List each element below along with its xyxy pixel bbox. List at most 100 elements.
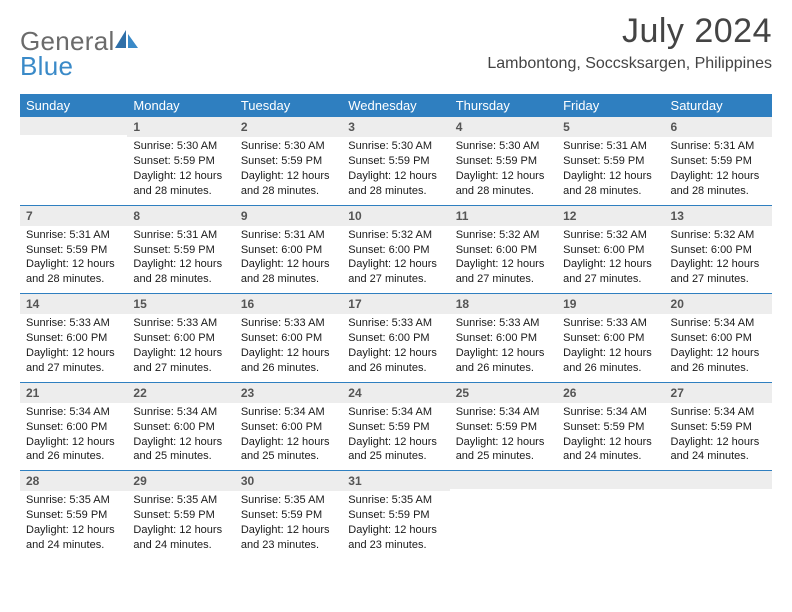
daylight-text: Daylight: 12 hours and 25 minutes. [133, 435, 228, 465]
sunrise-text: Sunrise: 5:35 AM [133, 493, 228, 508]
logo-text-blue: Blue [20, 51, 73, 81]
sunrise-text: Sunrise: 5:30 AM [348, 139, 443, 154]
day-details: Sunrise: 5:33 AMSunset: 6:00 PMDaylight:… [20, 314, 127, 381]
header-tuesday: Tuesday [235, 94, 342, 117]
daylight-text: Daylight: 12 hours and 23 minutes. [348, 523, 443, 553]
day-number: 16 [235, 294, 342, 314]
sunset-text: Sunset: 5:59 PM [671, 154, 766, 169]
calendar-body: 1Sunrise: 5:30 AMSunset: 5:59 PMDaylight… [20, 117, 772, 559]
day-number-empty [665, 471, 772, 489]
calendar-cell: 20Sunrise: 5:34 AMSunset: 6:00 PMDayligh… [665, 294, 772, 383]
sunrise-text: Sunrise: 5:33 AM [563, 316, 658, 331]
sunset-text: Sunset: 6:00 PM [348, 243, 443, 258]
sunrise-text: Sunrise: 5:35 AM [348, 493, 443, 508]
header-friday: Friday [557, 94, 664, 117]
daylight-text: Daylight: 12 hours and 24 minutes. [563, 435, 658, 465]
topbar: General Blue July 2024 Lambontong, Soccs… [20, 12, 772, 88]
daylight-text: Daylight: 12 hours and 27 minutes. [26, 346, 121, 376]
calendar-week-row: 1Sunrise: 5:30 AMSunset: 5:59 PMDaylight… [20, 117, 772, 205]
day-details: Sunrise: 5:35 AMSunset: 5:59 PMDaylight:… [342, 491, 449, 558]
daylight-text: Daylight: 12 hours and 27 minutes. [671, 257, 766, 287]
day-details: Sunrise: 5:34 AMSunset: 5:59 PMDaylight:… [450, 403, 557, 470]
day-number-empty [557, 471, 664, 489]
daylight-text: Daylight: 12 hours and 23 minutes. [241, 523, 336, 553]
day-details: Sunrise: 5:32 AMSunset: 6:00 PMDaylight:… [557, 226, 664, 293]
day-number: 10 [342, 206, 449, 226]
day-details: Sunrise: 5:34 AMSunset: 5:59 PMDaylight:… [342, 403, 449, 470]
calendar-week-row: 7Sunrise: 5:31 AMSunset: 5:59 PMDaylight… [20, 205, 772, 294]
calendar-cell: 18 Sunrise: 5:33 AMSunset: 6:00 PMDayligh… [450, 294, 557, 383]
calendar-header-row: Sunday Monday Tuesday Wednesday Thursday… [20, 94, 772, 117]
day-number: 29 [127, 471, 234, 491]
calendar-cell: 8Sunrise: 5:31 AMSunset: 5:59 PMDaylight… [127, 205, 234, 294]
day-number: 13 [665, 206, 772, 226]
sunrise-text: Sunrise: 5:31 AM [133, 228, 228, 243]
daylight-text: Daylight: 12 hours and 25 minutes. [456, 435, 551, 465]
calendar-cell: 30Sunrise: 5:35 AMSunset: 5:59 PMDayligh… [235, 471, 342, 559]
location-subtitle: Lambontong, Soccsksargen, Philippines [487, 55, 772, 73]
sunrise-text: Sunrise: 5:32 AM [563, 228, 658, 243]
sunrise-text: Sunrise: 5:30 AM [241, 139, 336, 154]
sunset-text: Sunset: 5:59 PM [241, 508, 336, 523]
logo-sail-icon [115, 30, 139, 55]
sunrise-text: Sunrise: 5:34 AM [133, 405, 228, 420]
calendar-cell: 3Sunrise: 5:30 AMSunset: 5:59 PMDaylight… [342, 117, 449, 205]
day-number: 26 [557, 383, 664, 403]
day-number: 22 [127, 383, 234, 403]
sunset-text: Sunset: 6:00 PM [241, 420, 336, 435]
calendar-week-row: 21Sunrise: 5:34 AMSunset: 6:00 PMDayligh… [20, 382, 772, 471]
calendar-cell: 13Sunrise: 5:32 AMSunset: 6:00 PMDayligh… [665, 205, 772, 294]
sunrise-text: Sunrise: 5:31 AM [241, 228, 336, 243]
daylight-text: Daylight: 12 hours and 25 minutes. [348, 435, 443, 465]
sunrise-text: Sunrise: 5:34 AM [241, 405, 336, 420]
day-number: 8 [127, 206, 234, 226]
day-number: 25 [450, 383, 557, 403]
day-number: 19 [557, 294, 664, 314]
calendar-page: General Blue July 2024 Lambontong, Soccs… [0, 0, 792, 559]
day-number: 27 [665, 383, 772, 403]
sunrise-text: Sunrise: 5:32 AM [348, 228, 443, 243]
calendar-cell: 17Sunrise: 5:33 AMSunset: 6:00 PMDayligh… [342, 294, 449, 383]
day-details: Sunrise: 5:34 AMSunset: 6:00 PMDaylight:… [127, 403, 234, 470]
sunrise-text: Sunrise: 5:34 AM [671, 405, 766, 420]
daylight-text: Daylight: 12 hours and 28 minutes. [133, 169, 228, 199]
sunrise-text: Sunrise: 5:30 AM [133, 139, 228, 154]
daylight-text: Daylight: 12 hours and 26 minutes. [26, 435, 121, 465]
title-block: July 2024 Lambontong, Soccsksargen, Phil… [487, 12, 772, 73]
daylight-text: Daylight: 12 hours and 28 minutes. [241, 257, 336, 287]
sunrise-text: Sunrise: 5:31 AM [563, 139, 658, 154]
sunset-text: Sunset: 6:00 PM [456, 331, 551, 346]
day-details: Sunrise: 5:33 AMSunset: 6:00 PMDaylight:… [557, 314, 664, 381]
day-number: 3 [342, 117, 449, 137]
day-number: 18 [450, 294, 557, 314]
daylight-text: Daylight: 12 hours and 26 minutes. [456, 346, 551, 376]
header-sunday: Sunday [20, 94, 127, 117]
sunrise-text: Sunrise: 5:34 AM [348, 405, 443, 420]
daylight-text: Daylight: 12 hours and 27 minutes. [563, 257, 658, 287]
calendar-cell: 26Sunrise: 5:34 AMSunset: 5:59 PMDayligh… [557, 382, 664, 471]
calendar-cell: 7Sunrise: 5:31 AMSunset: 5:59 PMDaylight… [20, 205, 127, 294]
sunrise-text: Sunrise: 5:33 AM [133, 316, 228, 331]
day-details: Sunrise: 5:30 AMSunset: 5:59 PMDaylight:… [342, 137, 449, 204]
sunset-text: Sunset: 5:59 PM [26, 243, 121, 258]
sunrise-text: Sunrise: 5:34 AM [671, 316, 766, 331]
calendar-cell [557, 471, 664, 559]
sunrise-text: Sunrise: 5:33 AM [456, 316, 551, 331]
sunrise-text: Sunrise: 5:33 AM [26, 316, 121, 331]
calendar-cell: 11Sunrise: 5:32 AMSunset: 6:00 PMDayligh… [450, 205, 557, 294]
day-details: Sunrise: 5:35 AMSunset: 5:59 PMDaylight:… [127, 491, 234, 558]
logo-text-block: General Blue [20, 26, 139, 88]
header-wednesday: Wednesday [342, 94, 449, 117]
day-number: 6 [665, 117, 772, 137]
sunset-text: Sunset: 5:59 PM [241, 154, 336, 169]
day-number: 15 [127, 294, 234, 314]
day-details: Sunrise: 5:31 AMSunset: 5:59 PMDaylight:… [665, 137, 772, 204]
sunrise-text: Sunrise: 5:31 AM [671, 139, 766, 154]
day-number: 21 [20, 383, 127, 403]
calendar-cell [450, 471, 557, 559]
calendar-cell: 28Sunrise: 5:35 AMSunset: 5:59 PMDayligh… [20, 471, 127, 559]
sunset-text: Sunset: 6:00 PM [26, 331, 121, 346]
day-number: 5 [557, 117, 664, 137]
sunset-text: Sunset: 6:00 PM [563, 331, 658, 346]
calendar-cell [665, 471, 772, 559]
